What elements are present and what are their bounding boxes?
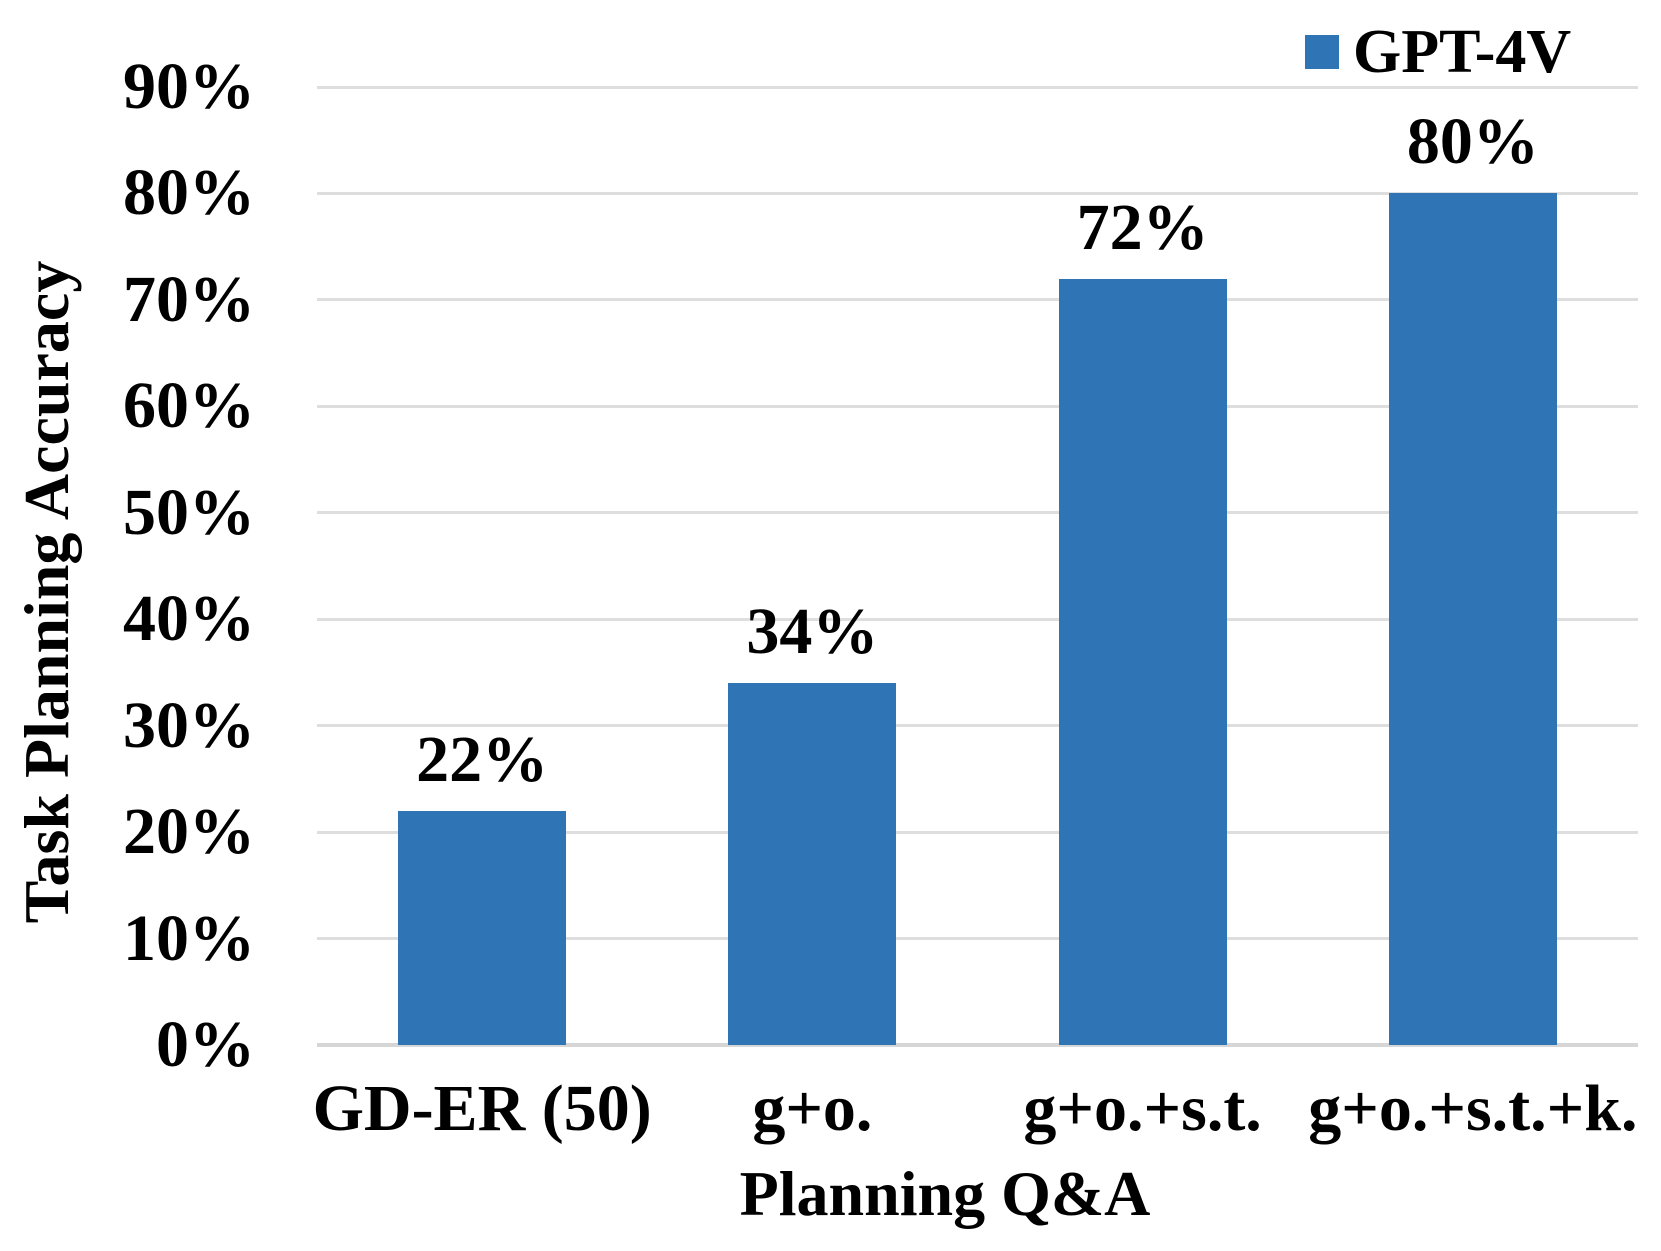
legend: GPT-4V xyxy=(1305,18,1571,86)
bar-g-o-s-t xyxy=(1058,278,1227,1045)
bar-value-label-g-o: 34% xyxy=(746,595,879,669)
x-tick-label-g-o: g+o. xyxy=(752,1072,873,1145)
bar-g-o xyxy=(728,683,897,1045)
gridline-30% xyxy=(317,724,1638,728)
gridline-60% xyxy=(317,404,1638,408)
y-tick-label: 0% xyxy=(156,1008,255,1081)
gridline-50% xyxy=(317,511,1638,515)
y-tick-label: 10% xyxy=(123,901,255,975)
y-tick-label: 80% xyxy=(123,156,255,230)
bar-value-label-g-o-s-t: 72% xyxy=(1076,190,1209,264)
gridline-20% xyxy=(317,830,1638,834)
x-tick-label-g-o-s-t: g+o.+s.t. xyxy=(1023,1072,1262,1145)
bar-value-label-gd-er-50: 22% xyxy=(416,722,549,796)
plot-area xyxy=(317,85,1638,1047)
y-tick-label: 30% xyxy=(123,688,255,762)
gridline-80% xyxy=(317,191,1638,195)
x-axis-line xyxy=(317,1043,1638,1047)
x-tick-label-g-o-s-t-k: g+o.+s.t.+k. xyxy=(1308,1072,1638,1145)
legend-swatch-icon xyxy=(1305,35,1339,69)
y-tick-label: 60% xyxy=(123,369,255,443)
bar-gd-er-50 xyxy=(398,810,567,1045)
gridline-10% xyxy=(317,937,1638,941)
y-tick-label: 70% xyxy=(123,262,255,336)
gridline-70% xyxy=(317,298,1638,302)
y-tick-label: 40% xyxy=(123,582,255,656)
gridline-90% xyxy=(317,85,1638,89)
bar-g-o-s-t-k xyxy=(1388,193,1557,1045)
bar-value-label-g-o-s-t-k: 80% xyxy=(1406,105,1539,179)
gridline-40% xyxy=(317,617,1638,621)
x-axis-title: Planning Q&A xyxy=(739,1158,1151,1229)
y-tick-label: 50% xyxy=(123,475,255,549)
y-tick-label: 20% xyxy=(123,795,255,869)
y-tick-label: 90% xyxy=(123,50,255,123)
legend-series-label: GPT-4V xyxy=(1353,18,1572,86)
x-tick-label-gd-er-50: GD-ER (50) xyxy=(312,1072,652,1145)
